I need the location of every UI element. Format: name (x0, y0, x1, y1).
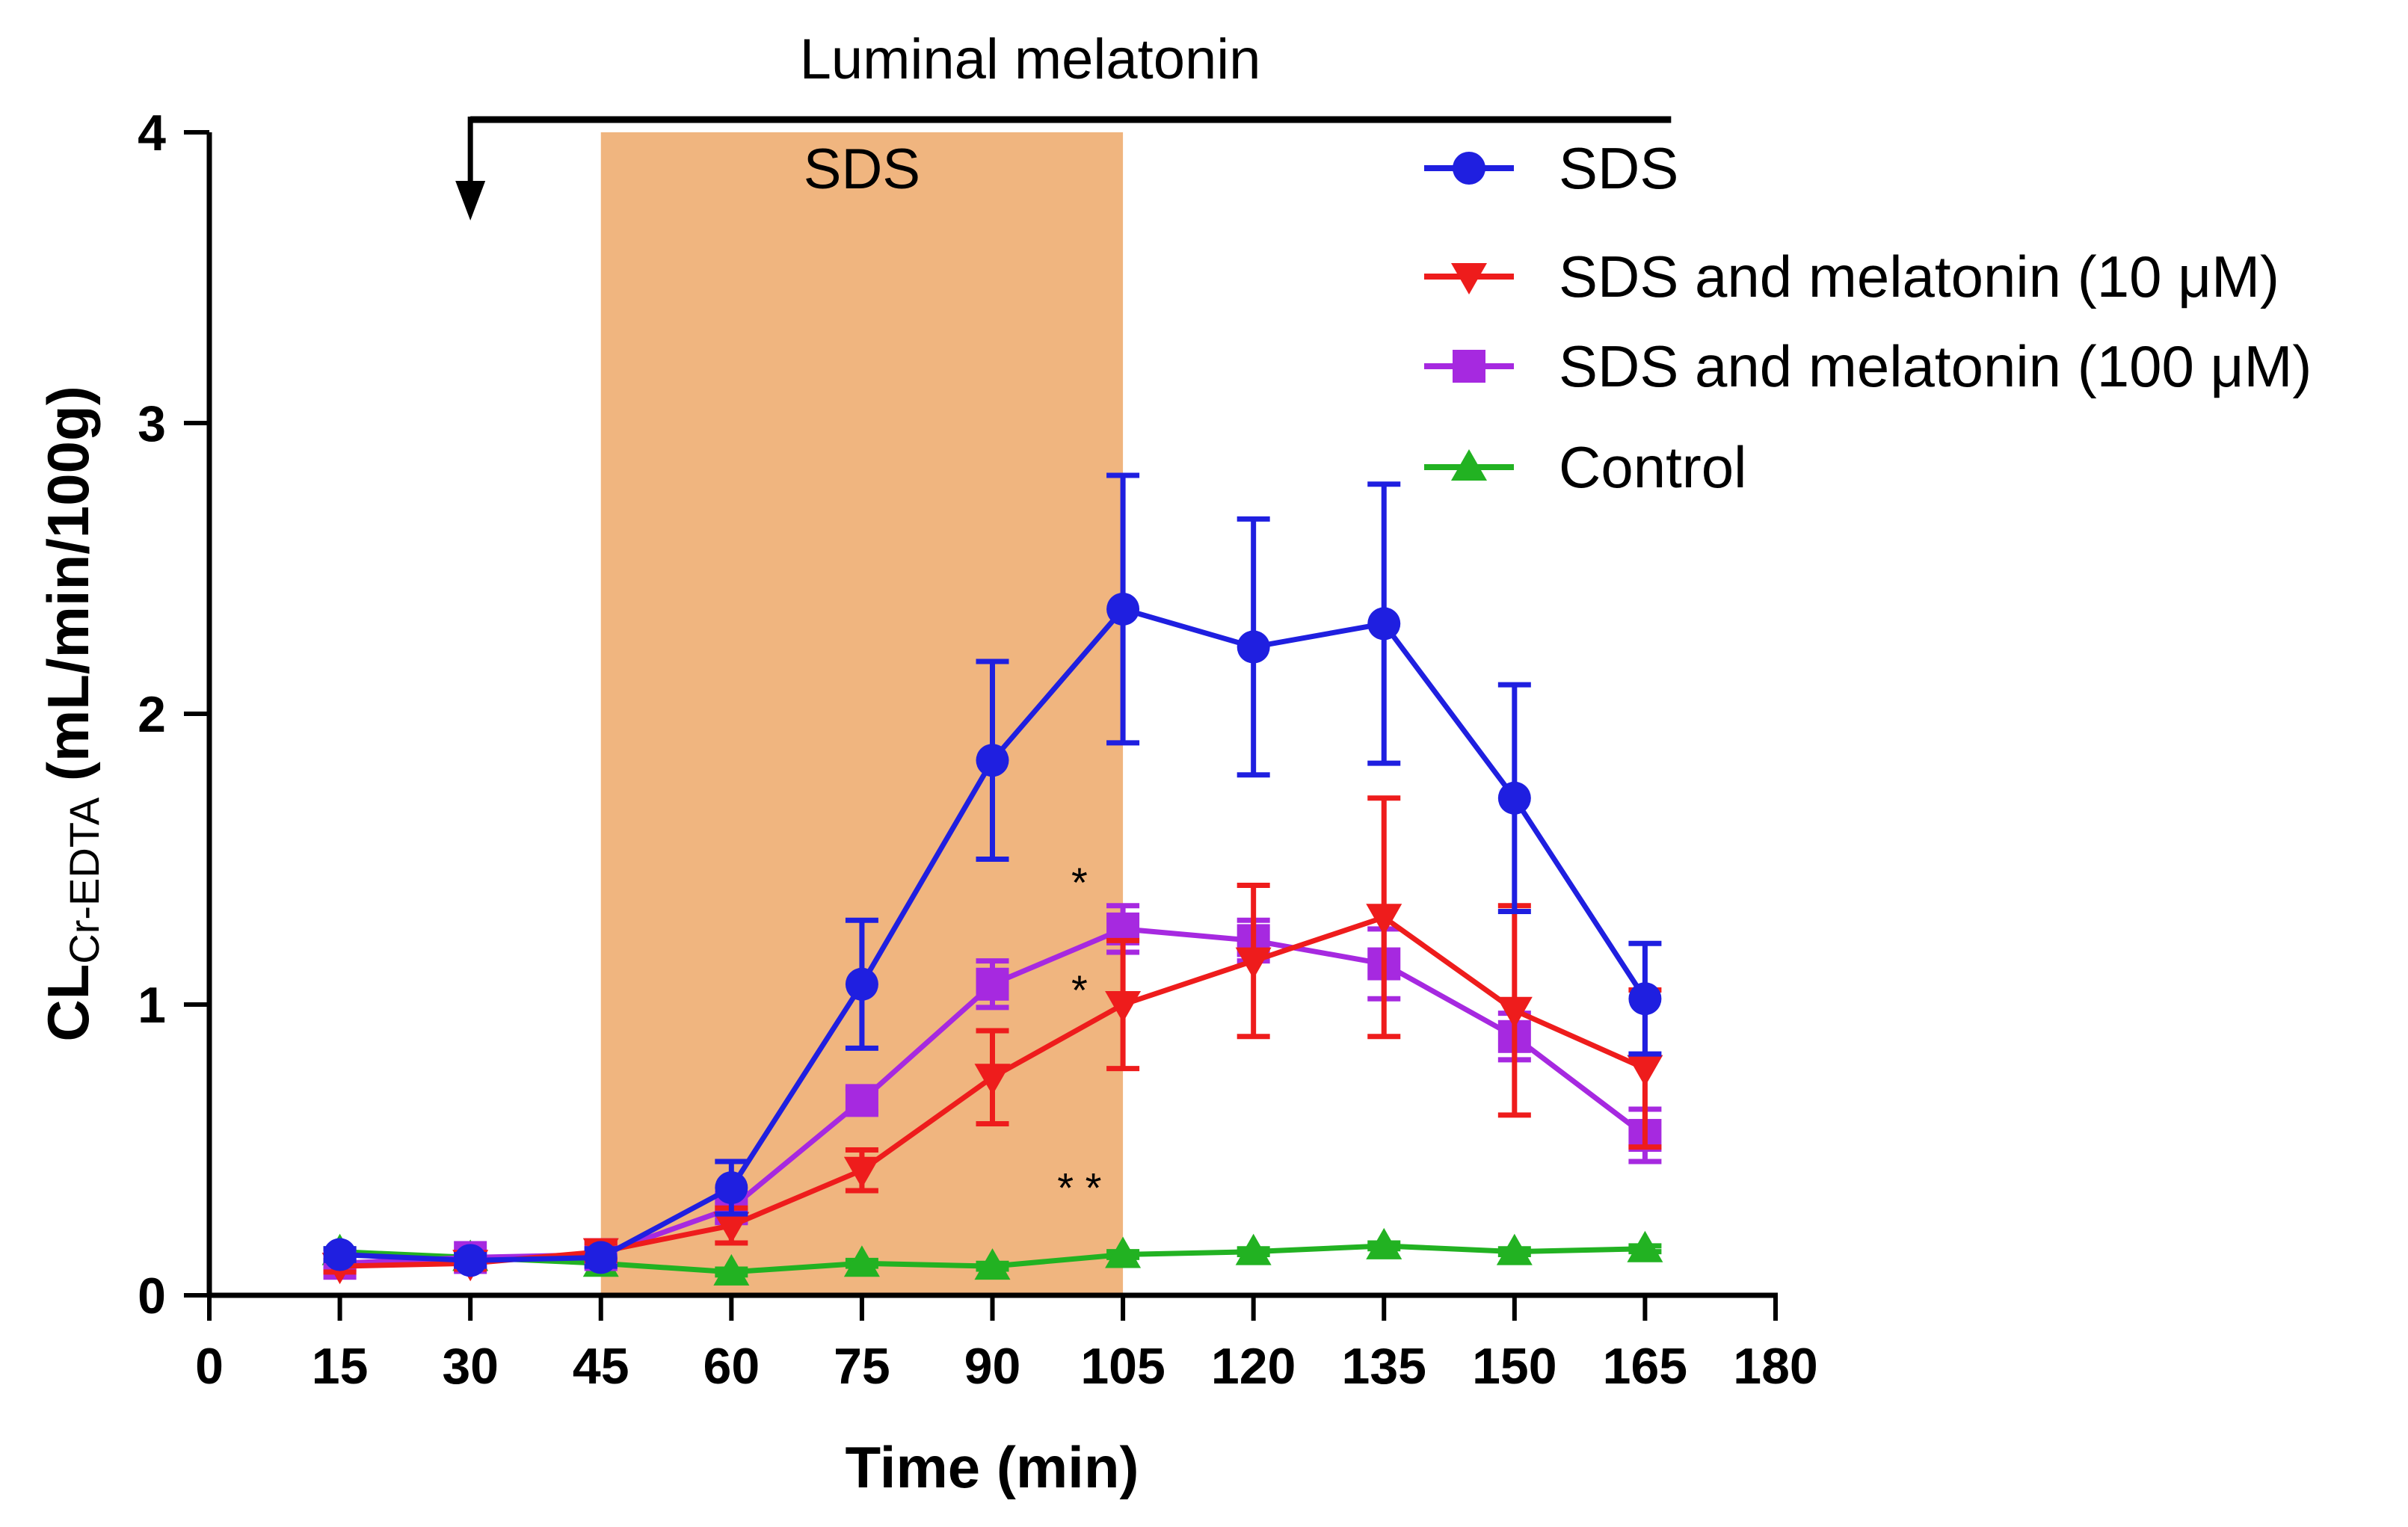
y-tick-label: 3 (138, 395, 166, 452)
x-tick-label: 60 (703, 1338, 760, 1395)
x-tick-label: 45 (573, 1338, 629, 1395)
data-point (1367, 607, 1401, 641)
x-tick-label: 75 (834, 1338, 890, 1395)
x-tick-label: 165 (1603, 1338, 1687, 1395)
data-point (1366, 904, 1402, 936)
significance-marker: * * (1057, 1164, 1101, 1212)
x-tick-label: 135 (1342, 1338, 1426, 1395)
data-point (1235, 947, 1272, 979)
x-tick-label: 15 (312, 1338, 369, 1395)
data-point (454, 1244, 487, 1277)
treatment-bar-label: Luminal melatonin (800, 28, 1261, 91)
y-axis-title-units: (mL/min/100g) (35, 386, 101, 797)
x-tick-label: 105 (1080, 1338, 1165, 1395)
data-point (1496, 1233, 1533, 1265)
data-point (1497, 781, 1531, 815)
legend-item: Control (1424, 434, 1746, 500)
data-point (1627, 1230, 1663, 1262)
data-point (845, 967, 878, 1001)
significance-marker: * (1071, 859, 1088, 906)
data-point (1106, 592, 1140, 626)
x-axis-title: Time (min) (846, 1434, 1139, 1500)
x-tick-label: 30 (442, 1338, 499, 1395)
data-point (1627, 1055, 1663, 1087)
sds-shaded-region (600, 132, 1124, 1295)
y-tick-label: 0 (138, 1268, 166, 1324)
y-tick-label: 2 (138, 686, 166, 743)
data-point (713, 1212, 750, 1244)
legend-label: Control (1559, 434, 1746, 500)
data-point (1105, 1236, 1142, 1268)
data-point (845, 1084, 878, 1117)
sds-region-label: SDS (804, 138, 920, 201)
significance-marker: * (1071, 966, 1088, 1014)
data-point (976, 744, 1009, 777)
legend-item: SDS and melatonin (100 μM) (1424, 333, 2312, 399)
x-tick-label: 180 (1733, 1338, 1817, 1395)
data-point (974, 1064, 1011, 1096)
data-point (715, 1171, 748, 1205)
data-point (976, 967, 1009, 1001)
legend-label: SDS and melatonin (10 μM) (1559, 244, 2279, 309)
data-point (1366, 1227, 1402, 1259)
legend-marker (1453, 152, 1485, 185)
data-point (323, 1238, 357, 1271)
data-point (1105, 991, 1142, 1022)
series-0 (323, 472, 1662, 1277)
data-point (1628, 982, 1662, 1016)
y-axis-title: CLCr-EDTA (mL/min/100g) (35, 386, 108, 1041)
y-axis-title-main: CL (35, 964, 101, 1042)
x-tick-label: 90 (964, 1338, 1021, 1395)
x-tick-label: 150 (1472, 1338, 1556, 1395)
legend-marker (1453, 350, 1485, 383)
data-point (1496, 996, 1533, 1028)
x-tick-label: 120 (1211, 1338, 1296, 1395)
data-point (1235, 1233, 1272, 1265)
data-point (584, 1241, 618, 1274)
legend-marker (1451, 263, 1487, 294)
y-axis-title-subscript: Cr-EDTA (61, 797, 108, 964)
legend-label: SDS and melatonin (100 μM) (1559, 333, 2312, 399)
treatment-start-arrow-head (455, 181, 486, 220)
legend-item: SDS and melatonin (10 μM) (1424, 244, 2279, 309)
x-tick-label: 0 (195, 1338, 224, 1395)
legend-marker (1451, 449, 1487, 481)
y-tick-label: 4 (138, 105, 166, 161)
legend-label: SDS (1559, 135, 1678, 201)
data-point (843, 1156, 880, 1188)
legend-item: SDS (1424, 135, 1678, 201)
data-point (713, 1253, 750, 1286)
data-point (843, 1245, 880, 1277)
y-tick-label: 1 (138, 977, 166, 1034)
data-point (1237, 630, 1270, 664)
data-point (974, 1248, 1011, 1280)
